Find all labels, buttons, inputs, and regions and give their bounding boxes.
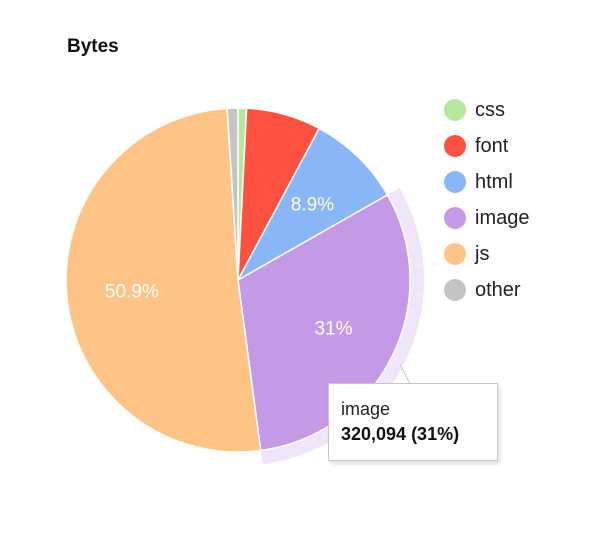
legend-item-image[interactable]: image <box>444 200 529 236</box>
legend-swatch-js <box>444 243 466 265</box>
slice-js[interactable] <box>65 107 262 453</box>
slice-label-js: 50.9% <box>105 281 159 302</box>
legend-item-js[interactable]: js <box>444 236 529 272</box>
legend: css font html image js other <box>444 92 529 308</box>
slice-html[interactable] <box>236 127 389 282</box>
legend-item-css[interactable]: css <box>444 92 529 128</box>
legend-swatch-other <box>444 279 466 301</box>
legend-swatch-css <box>444 99 466 121</box>
legend-swatch-font <box>444 135 466 157</box>
legend-label-other: other <box>475 278 521 301</box>
legend-item-font[interactable]: font <box>444 128 529 164</box>
slice-other[interactable] <box>226 107 239 281</box>
legend-label-js: js <box>475 242 490 265</box>
slice-label-image: 31% <box>315 318 353 339</box>
tooltip-series-name: image <box>341 399 391 419</box>
legend-swatch-image <box>444 207 466 229</box>
legend-label-font: font <box>475 134 509 157</box>
tooltip-value: 320,094 (31%) <box>341 424 460 444</box>
legend-item-other[interactable]: other <box>444 272 529 308</box>
legend-label-css: css <box>475 98 505 121</box>
tooltip: image 320,094 (31%) <box>328 383 498 461</box>
legend-label-image: image <box>475 206 530 229</box>
tooltip-pointer <box>399 363 432 385</box>
legend-item-html[interactable]: html <box>444 164 529 200</box>
chart-title: Bytes <box>67 36 119 57</box>
slice-label-html: 8.9% <box>291 195 334 216</box>
legend-label-html: html <box>475 170 513 193</box>
legend-swatch-html <box>444 171 466 193</box>
